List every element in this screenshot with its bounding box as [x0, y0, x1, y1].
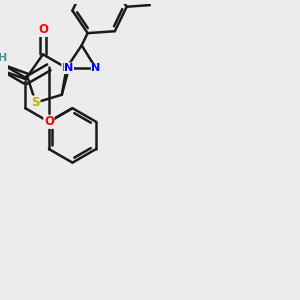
Text: H: H: [0, 52, 7, 63]
Text: O: O: [38, 23, 48, 36]
Text: N: N: [64, 64, 74, 74]
Text: O: O: [44, 115, 54, 128]
Text: N: N: [92, 64, 101, 74]
Text: S: S: [32, 96, 40, 109]
Text: N: N: [62, 63, 71, 73]
